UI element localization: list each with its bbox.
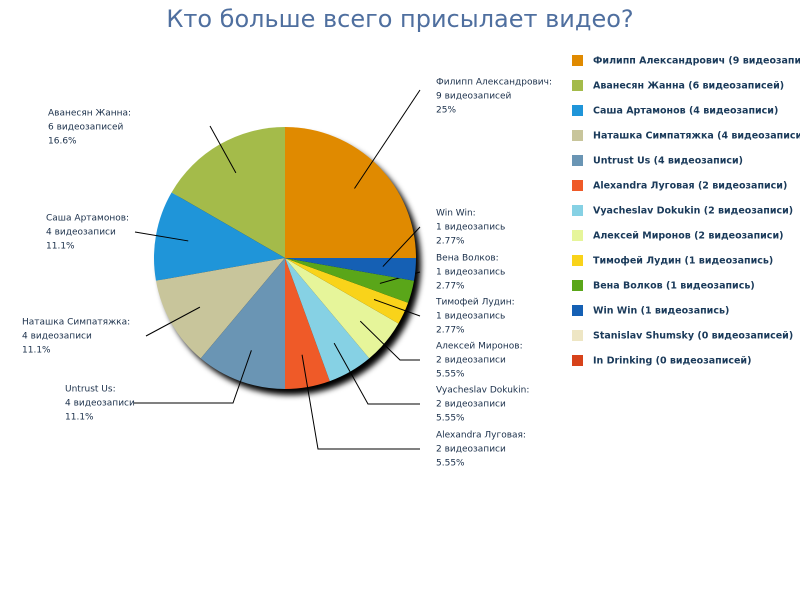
leader-line: [382, 226, 421, 267]
legend-label: Тимофей Лудин (1 видеозапись): [593, 256, 773, 267]
slice-count: 2 видеозаписи: [436, 445, 506, 455]
leader-line: [354, 89, 421, 189]
legend-label: Алексей Миронов (2 видеозаписи): [593, 231, 783, 242]
pie-slice: [285, 258, 416, 281]
legend-label: Вена Волков (1 видеозапись): [593, 281, 755, 292]
legend-label: Аванесян Жанна (6 видеозаписей): [593, 81, 784, 92]
slice-count: 6 видеозаписей: [48, 123, 124, 133]
legend-swatch: [572, 330, 583, 341]
slice-count: 1 видеозапись: [436, 312, 505, 322]
slice-percent: 5.55%: [436, 459, 465, 469]
slice-count: 1 видеозапись: [436, 223, 505, 233]
slice-name: Untrust Us:: [65, 385, 116, 395]
leader-line: [373, 299, 421, 317]
slice-name: Саша Артамонов:: [46, 214, 129, 224]
leader-line: [134, 350, 252, 404]
slice-percent: 11.1%: [46, 242, 75, 252]
legend-label: Alexandra Луговая (2 видеозаписи): [593, 181, 787, 192]
slice-percent: 5.55%: [436, 414, 465, 424]
slice-percent: 2.77%: [436, 282, 465, 292]
slice-name: Аванесян Жанна:: [48, 109, 131, 119]
legend-swatch: [572, 205, 583, 216]
legend-swatch: [572, 105, 583, 116]
legend-swatch: [572, 55, 583, 66]
legend-label: Саша Артамонов (4 видеозаписи): [593, 106, 778, 117]
slice-percent: 11.1%: [22, 346, 51, 356]
slice-name: Win Win:: [436, 209, 476, 219]
slice-percent: 11.1%: [65, 413, 94, 423]
slice-count: 4 видеозаписи: [46, 228, 116, 238]
slice-name: Alexandra Луговая:: [436, 431, 526, 441]
slice-percent: 5.55%: [436, 370, 465, 380]
chart-title: Кто больше всего присылает видео?: [166, 5, 633, 33]
leader-line: [134, 231, 189, 242]
leader-line: [145, 306, 201, 337]
legend-label: Stanislav Shumsky (0 видеозаписей): [593, 331, 793, 342]
legend-swatch: [572, 355, 583, 366]
leader-line: [209, 125, 237, 174]
slice-name: Вена Волков:: [436, 254, 499, 264]
slice-percent: 16.6%: [48, 137, 77, 147]
legend-swatch: [572, 280, 583, 291]
legend-swatch: [572, 180, 583, 191]
slice-name: Vyacheslav Dokukin:: [436, 386, 529, 396]
legend-swatch: [572, 80, 583, 91]
legend-label: In Drinking (0 видеозаписей): [593, 356, 751, 367]
slice-name: Тимофей Лудин:: [435, 298, 515, 308]
pie-slice: [200, 258, 285, 390]
slice-count: 4 видеозаписи: [65, 399, 135, 409]
legend-label: Untrust Us (4 видеозаписи): [593, 156, 743, 167]
legend-swatch: [572, 255, 583, 266]
pie-slice: [285, 258, 370, 382]
legend-label: Vyacheslav Dokukin (2 видеозаписи): [593, 206, 793, 217]
legend-label: Win Win (1 видеозапись): [593, 306, 729, 317]
leader-line: [359, 320, 420, 361]
legend-swatch: [572, 305, 583, 316]
pie-slice: [285, 258, 415, 303]
leader-line: [301, 354, 420, 450]
pie-slice: [285, 258, 399, 359]
slice-count: 2 видеозаписи: [436, 356, 506, 366]
legend-swatch: [572, 230, 583, 241]
slice-count: 1 видеозапись: [436, 268, 505, 278]
slice-name: Алексей Миронов:: [436, 342, 523, 352]
legend-swatch: [572, 155, 583, 166]
pie-slice: [171, 127, 285, 258]
slice-count: 9 видеозаписей: [436, 92, 512, 102]
slice-name: Филипп Александрович:: [436, 78, 552, 88]
pie-slice: [155, 258, 285, 359]
legend-label: Филипп Александрович (9 видеозаписей): [593, 56, 800, 67]
pie-slice: [153, 192, 285, 281]
pie-slice: [285, 258, 330, 389]
pie-slice: [285, 127, 416, 258]
slice-percent: 2.77%: [436, 326, 465, 336]
slice-percent: 25%: [436, 106, 456, 116]
leader-line: [333, 342, 420, 405]
slice-name: Наташка Симпатяжка:: [22, 318, 130, 328]
pie-slice: [285, 258, 409, 324]
slice-count: 4 видеозаписи: [22, 332, 92, 342]
slice-count: 2 видеозаписи: [436, 400, 506, 410]
slice-percent: 2.77%: [436, 237, 465, 247]
legend-swatch: [572, 130, 583, 141]
legend-label: Наташка Симпатяжка (4 видеозаписи): [593, 131, 800, 142]
